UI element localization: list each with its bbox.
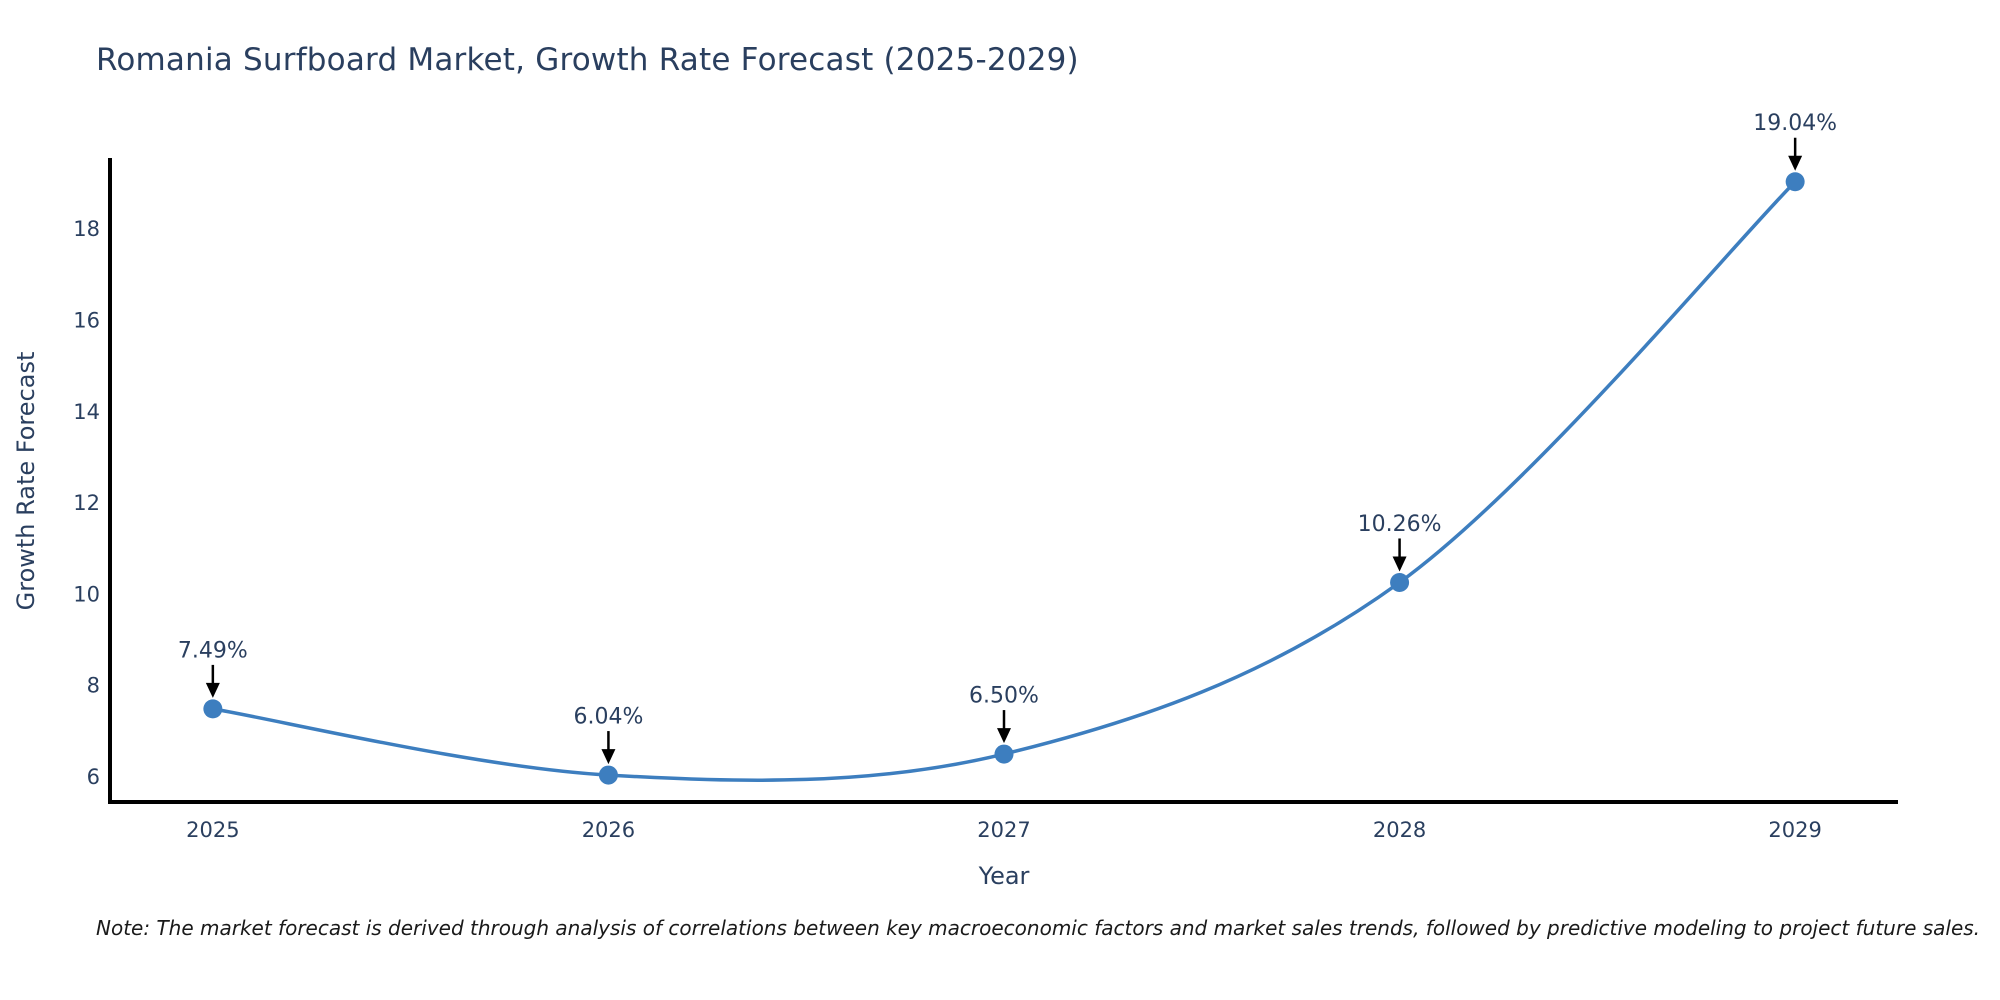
x-tick-2029: 2029: [1768, 818, 1821, 842]
annotation-arrowhead-2027: [997, 728, 1011, 744]
series-group: 6 8 10 12 14 16 18 2025 2026 2027 2028 2029 7.49% 6.0…: [73, 111, 1837, 842]
x-axis-label: Year: [978, 862, 1030, 890]
y-tick-12: 12: [73, 491, 100, 515]
data-point-2026: [598, 765, 618, 785]
annotation-label-2026: 6.04%: [573, 705, 643, 730]
data-point-2028: [1390, 572, 1410, 592]
annotation-arrowhead-2029: [1788, 155, 1803, 171]
x-tick-2026: 2026: [582, 818, 635, 842]
data-point-2025: [203, 699, 223, 719]
data-point-2029: [1785, 172, 1805, 192]
annotation-label-2025: 7.49%: [178, 638, 248, 663]
annotation-arrowhead-2025: [205, 682, 220, 698]
y-axis-label: Growth Rate Forecast: [12, 352, 40, 611]
x-tick-2028: 2028: [1373, 818, 1426, 842]
annotation-arrowhead-2026: [601, 749, 616, 765]
y-tick-8: 8: [87, 674, 100, 698]
annotation-label-2029: 19.04%: [1753, 111, 1837, 136]
y-tick-16: 16: [73, 308, 100, 332]
x-tick-2027: 2027: [977, 818, 1030, 842]
y-tick-18: 18: [73, 217, 100, 241]
data-point-2027: [994, 744, 1014, 764]
annotation-label-2028: 10.26%: [1358, 512, 1442, 537]
x-tick-2025: 2025: [186, 818, 239, 842]
y-tick-10: 10: [73, 582, 100, 606]
y-tick-14: 14: [73, 400, 100, 424]
note-text: Note: The market forecast is derived thr…: [96, 916, 1981, 940]
y-tick-6: 6: [87, 765, 100, 789]
annotation-arrowhead-2028: [1392, 556, 1407, 572]
series-line: [212, 180, 1797, 782]
chart-title: Romania Surfboard Market, Growth Rate Fo…: [96, 42, 1079, 78]
annotation-label-2027: 6.50%: [969, 684, 1039, 709]
